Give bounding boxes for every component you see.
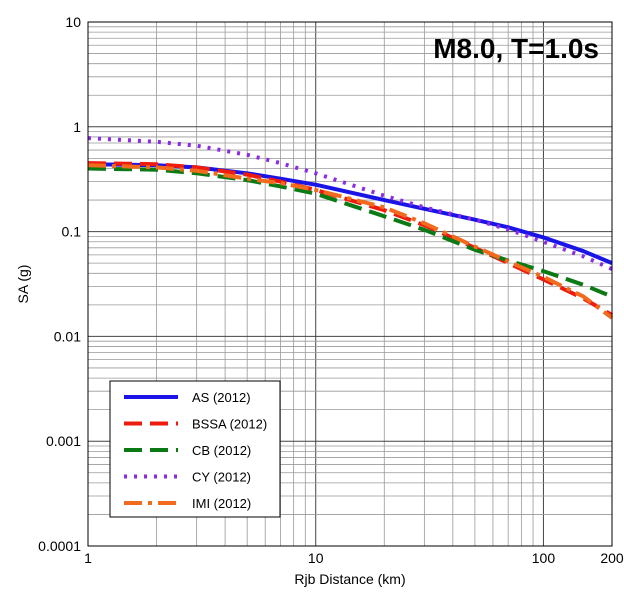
- legend-label-bssa-2012: BSSA (2012): [192, 417, 267, 432]
- legend-label-as-2012: AS (2012): [192, 390, 251, 405]
- x-tick-label: 200: [600, 550, 624, 566]
- y-tick-label: 0.0001: [38, 538, 81, 554]
- y-tick-label: 10: [65, 14, 81, 30]
- x-tick-label: 10: [308, 550, 324, 566]
- y-tick-label: 1: [73, 119, 81, 135]
- legend-label-cb-2012: CB (2012): [192, 443, 251, 458]
- axis-ticks: 1 10 100 200 0.0001 0.001 0.01 0.1 1 10: [38, 14, 624, 566]
- chart-title: M8.0, T=1.0s: [433, 33, 599, 64]
- series-line-imi-2012: [87, 163, 614, 320]
- y-tick-label: 0.1: [62, 224, 82, 240]
- x-axis-label: Rjb Distance (km): [294, 571, 405, 587]
- legend-label-cy-2012: CY (2012): [192, 470, 251, 485]
- x-tick-label: 100: [532, 550, 556, 566]
- x-tick-label: 1: [84, 550, 92, 566]
- grid-lines: [87, 22, 613, 547]
- y-axis-label: SA (g): [15, 265, 31, 304]
- y-tick-label: 0.01: [54, 328, 81, 344]
- series-line-cb-2012: [87, 166, 613, 299]
- plot-frame: [87, 21, 613, 547]
- data-series: [87, 136, 614, 320]
- series-line-bssa-2012: [87, 161, 614, 317]
- y-tick-label: 0.001: [46, 433, 81, 449]
- legend: AS (2012) BSSA (2012) CB (2012) CY (2012) IM…: [109, 380, 281, 518]
- legend-label-imi-2012: IMI (2012): [192, 496, 251, 511]
